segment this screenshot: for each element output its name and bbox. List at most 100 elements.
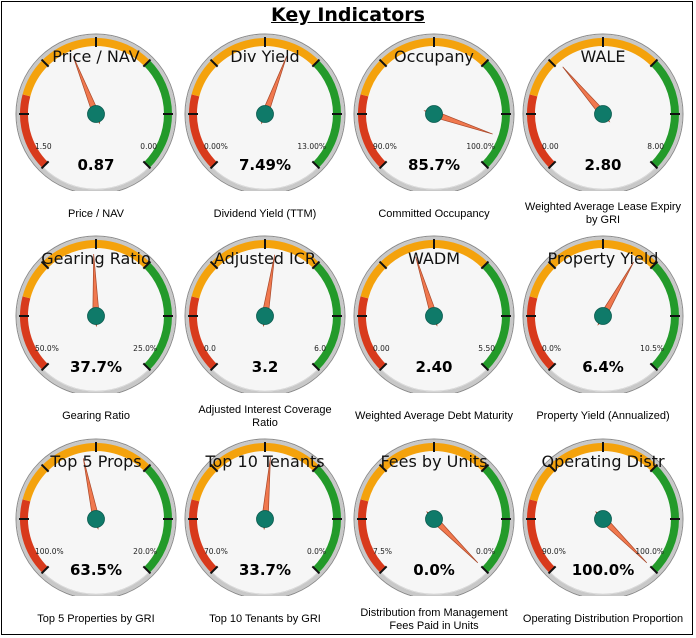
gauge-value: 3.2 (251, 358, 279, 376)
gauge-tick (40, 362, 50, 372)
gauge-dial (353, 438, 515, 596)
gauge-tick (649, 260, 659, 270)
gauge-bezel (185, 236, 345, 393)
gauge-band-red (189, 296, 217, 370)
gauge-band-orange (529, 443, 657, 502)
gauge-tick (311, 565, 321, 575)
gauge-tick (209, 362, 219, 372)
gauge-min-label: 90.0% (373, 142, 397, 151)
caption-wadm: Weighted Average Debt Maturity (355, 410, 513, 422)
gauge-tick (480, 362, 490, 372)
gauge-band-orange (529, 240, 657, 299)
gauge-hub (256, 307, 274, 325)
gauge-value: 0.0% (413, 561, 455, 579)
gauge-tick (378, 160, 388, 170)
gauge-wadm: WADM 0.00 5.50 2.40 (349, 223, 519, 423)
gauge-dial (522, 438, 684, 596)
gauge-hub (87, 510, 105, 528)
gauge-min-label: 0.00% (204, 142, 228, 151)
gauge-min-label: 0.00 (373, 344, 390, 353)
gauge-tick (547, 260, 557, 270)
gauge-band-orange (22, 240, 150, 299)
gauge-tick (649, 160, 659, 170)
caption-dividend-yield: Dividend Yield (TTM) (213, 208, 317, 220)
gauge-value: 100.0% (571, 561, 635, 579)
caption-top-5-props: Top 5 Properties by GRI (37, 613, 155, 625)
gauge-title: Occupany (394, 47, 474, 66)
gauge-tick (209, 463, 219, 473)
gauge-bezel (354, 439, 514, 596)
gauge-band-orange (529, 38, 657, 97)
caption-top-10-tenants: Top 10 Tenants by GRI (209, 613, 321, 625)
gauge-title: Div Yield (230, 47, 300, 66)
gauge-max-label: 100.0% (635, 547, 664, 556)
gauge-title: Top 10 Tenants (205, 452, 325, 471)
gauge-tick (378, 260, 388, 270)
gauge-min-label: 7.5% (373, 547, 393, 556)
gauge-title: Adjusted ICR (213, 249, 317, 268)
gauge-max-label: 0.00 (140, 142, 157, 151)
gauge-bezel (523, 34, 683, 191)
caption-wale: Weighted Average Lease Expiry by GRI (524, 201, 682, 226)
gauge-tick (547, 362, 557, 372)
gauge-min-label: 50.0% (35, 344, 59, 353)
gauge-max-label: 100.0% (466, 142, 495, 151)
gauge-value: 2.40 (415, 358, 453, 376)
page-title: Key Indicators (271, 4, 425, 26)
gauge-bezel (16, 236, 176, 393)
gauge-hub (594, 105, 612, 123)
gauge-title: WALE (580, 47, 626, 66)
gauge-tick (378, 362, 388, 372)
gauge-tick (40, 463, 50, 473)
gauge-top-10-tenants: Top 10 Tenants 70.0% 0.0% 33.7% (180, 426, 350, 626)
gauge-tick (480, 565, 490, 575)
gauge-operating-distr: Operating Distr 90.0% 100.0% 100.0% (518, 426, 688, 626)
gauge-value: 2.80 (584, 156, 622, 174)
gauge-dial (184, 438, 346, 596)
gauge-tick (209, 58, 219, 68)
gauge-dial (353, 33, 515, 191)
caption-property-yield: Property Yield (Annualized) (536, 410, 670, 422)
gauge-tick (547, 463, 557, 473)
gauge-hub (425, 105, 443, 123)
gauge-bezel (523, 236, 683, 393)
gauge-tick (480, 58, 490, 68)
gauge-bezel (16, 34, 176, 191)
gauge-title: WADM (407, 249, 460, 268)
gauge-max-label: 0.0% (475, 547, 495, 556)
gauge-tick (40, 565, 50, 575)
gauge-property-yield: Property Yield 0.0% 10.5% 6.4% (518, 223, 688, 423)
gauge-dial (522, 33, 684, 191)
gauge-tick (311, 160, 321, 170)
gauge-tick (209, 160, 219, 170)
gauge-dial (522, 235, 684, 393)
gauge-min-label: 0.0 (204, 344, 216, 353)
gauge-value: 85.7% (407, 156, 461, 174)
gauge-band-orange (22, 38, 150, 97)
gauge-tick (649, 58, 659, 68)
gauge-title: Property Yield (547, 249, 659, 268)
gauge-bezel (185, 439, 345, 596)
gauge-min-label: 0.00 (542, 142, 559, 151)
caption-adjusted-icr: Adjusted Interest Coverage Ratio (198, 404, 332, 429)
gauge-band-red (358, 296, 386, 370)
gauge-min-label: 70.0% (204, 547, 228, 556)
gauge-hub (594, 510, 612, 528)
caption-fees-by-units: Distribution from Management Fees Paid i… (360, 607, 508, 632)
gauge-dial (15, 438, 177, 596)
gauge-band-orange (191, 443, 319, 502)
gauge-tick (649, 565, 659, 575)
gauge-max-label: 5.50 (478, 344, 495, 353)
gauge-band-red (20, 94, 48, 168)
gauge-hub (256, 510, 274, 528)
gauge-tick (547, 58, 557, 68)
gauge-tick (649, 463, 659, 473)
gauge-hub (87, 307, 105, 325)
gauge-band-orange (191, 240, 319, 299)
gauge-tick (649, 362, 659, 372)
gauge-wale: WALE 0.00 8.00 2.80 (518, 21, 688, 221)
gauge-tick (480, 463, 490, 473)
gauge-tick (480, 160, 490, 170)
caption-price-nav: Price / NAV (67, 208, 125, 220)
gauge-div-yield: Div Yield 0.00% 13.00% 7.49% (180, 21, 350, 221)
